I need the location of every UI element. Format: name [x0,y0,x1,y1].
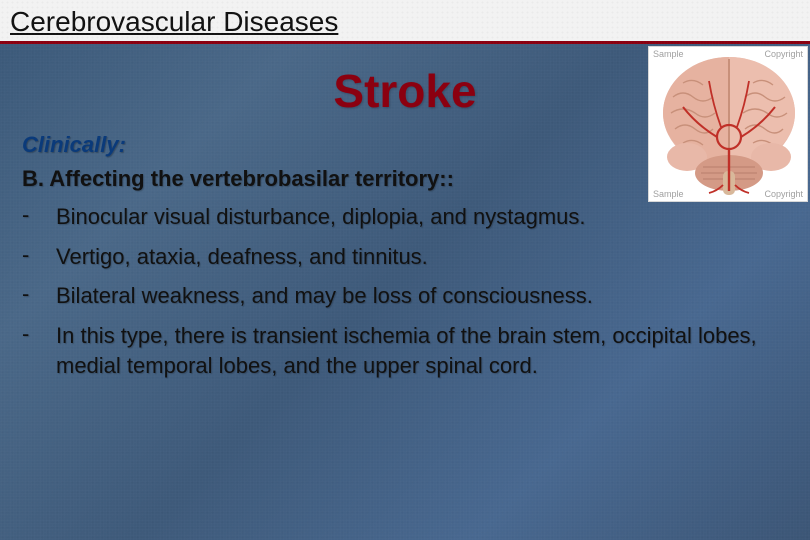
bullet-text: In this type, there is transient ischemi… [56,321,788,380]
list-item: - In this type, there is transient ische… [22,321,788,380]
bullet-text: Bilateral weakness, and may be loss of c… [56,281,593,311]
bullet-dash-icon: - [22,202,56,228]
list-item: - Vertigo, ataxia, deafness, and tinnitu… [22,242,788,272]
bullet-dash-icon: - [22,242,56,268]
watermark-bl: Sample [653,189,684,199]
brain-icon [649,47,809,203]
watermark-tl: Sample [653,49,684,59]
bullet-list: - Binocular visual disturbance, diplopia… [22,202,788,380]
bullet-text: Vertigo, ataxia, deafness, and tinnitus. [56,242,428,272]
list-item: - Bilateral weakness, and may be loss of… [22,281,788,311]
bullet-dash-icon: - [22,321,56,347]
slide-content: Sample Copyright Sample Copyright Stroke… [0,44,810,380]
watermark-tr: Copyright [764,49,803,59]
slide-header-bar: Cerebrovascular Diseases [0,0,810,41]
list-item: - Binocular visual disturbance, diplopia… [22,202,788,232]
slide-header-title: Cerebrovascular Diseases [10,6,338,37]
bullet-dash-icon: - [22,281,56,307]
watermark-br: Copyright [764,189,803,199]
bullet-text: Binocular visual disturbance, diplopia, … [56,202,586,232]
brain-illustration: Sample Copyright Sample Copyright [648,46,808,202]
